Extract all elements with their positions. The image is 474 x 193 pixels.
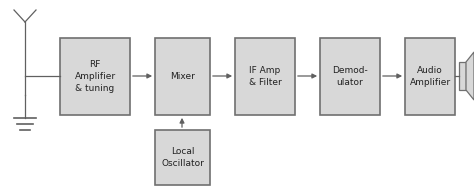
Text: Audio
Amplifier: Audio Amplifier [410,66,451,87]
Text: IF Amp
& Filter: IF Amp & Filter [249,66,282,87]
Polygon shape [466,52,474,100]
Text: RF
Amplifier
& tuning: RF Amplifier & tuning [74,60,116,93]
Text: Local
Oscillator: Local Oscillator [161,147,204,168]
Bar [405,38,455,115]
Bar [459,62,466,90]
Text: Demod-
ulator: Demod- ulator [332,66,368,87]
Bar [235,38,295,115]
Bar [155,38,210,115]
Bar [320,38,380,115]
Bar [155,130,210,185]
Text: Mixer: Mixer [170,72,195,81]
Bar [60,38,130,115]
